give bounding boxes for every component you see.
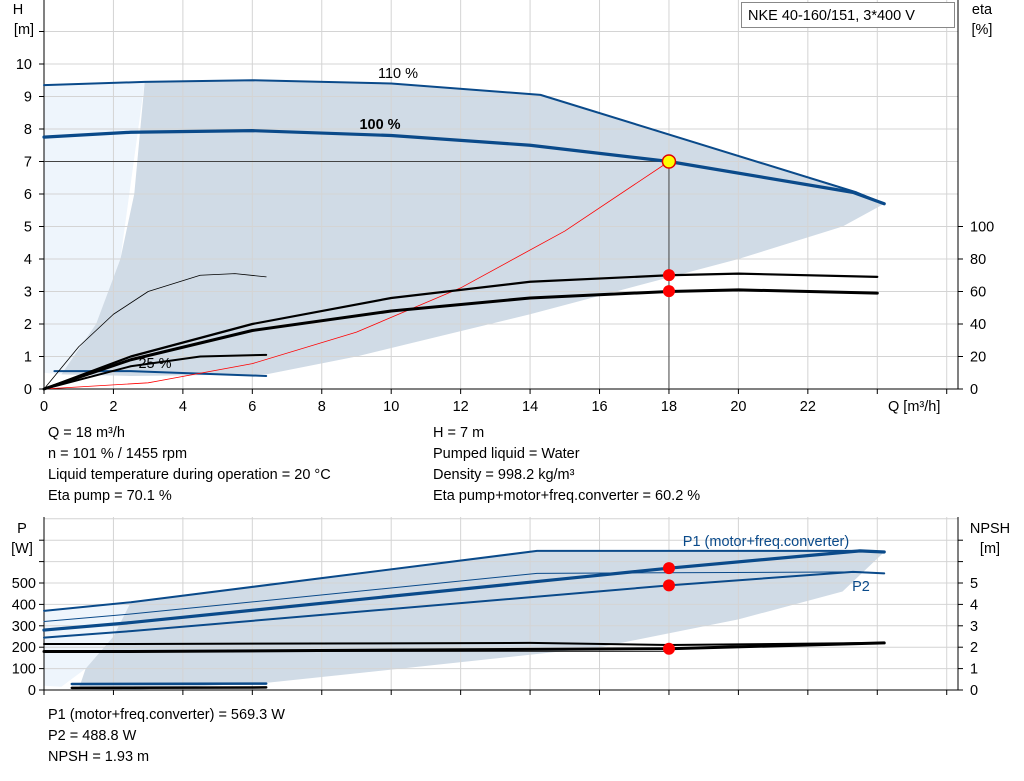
y-tick-label-5: 5 [24,220,32,236]
info-top-right: H = 7 m Pumped liquid = Water Density = … [433,423,700,507]
info-h: H = 7 m [433,425,485,441]
y-axis-label: H [13,2,23,18]
info-npsh: NPSH = 1.93 m [48,749,150,765]
info-q: Q = 18 m³/h [48,425,125,441]
info-speed: n = 101 % / 1455 rpm [48,446,188,462]
eta-tick-label-80: 80 [970,252,986,268]
power-marker-0 [662,562,675,575]
y-tick-label-10: 10 [16,57,32,73]
npsh-tick-label-2: 2 [970,640,978,656]
p-tick-label-500: 500 [12,576,36,592]
eta-axis-unit: [%] [972,22,993,38]
eta-marker-1 [662,285,675,298]
label-p1: P1 (motor+freq.converter) [683,534,849,550]
npsh-tick-label-0: 0 [970,683,978,699]
y-tick-label-4: 4 [24,252,32,268]
info-liquid-temp: Liquid temperature during operation = 20… [48,467,331,483]
p-tick-label-300: 300 [12,619,36,635]
y-tick-label-1: 1 [24,350,32,366]
label-p2: P2 [852,579,870,595]
x-axis-label: Q [m³/h] [888,399,940,415]
curve-100-percent [42,129,886,206]
operating-range [61,80,885,376]
info-p2: P2 = 488.8 W [48,728,137,744]
operating-range-light [44,81,145,375]
eta-pump-curve [42,272,879,391]
npsh-axis-label: NPSH [970,521,1010,537]
npsh-max-curve [43,641,886,647]
x-tick-label-8: 8 [318,399,326,415]
info-p1: P1 (motor+freq.converter) = 569.3 W [48,707,285,723]
info-eta-total: Eta pump+motor+freq.converter = 60.2 % [433,488,701,504]
p-axis-label: P [17,521,27,537]
y-axis-unit: [m] [14,22,34,38]
curve-25-percent [53,370,268,377]
p-tick-label-400: 400 [12,597,36,613]
x-tick-label-16: 16 [591,399,607,415]
y-tick-label-8: 8 [24,122,32,138]
eta-tick-label-40: 40 [970,317,986,333]
eta-tick-label-60: 60 [970,285,986,301]
eta-curve-min [43,273,267,390]
y-tick-label-6: 6 [24,187,32,203]
info-density: Density = 998.2 kg/m³ [433,467,575,483]
x-tick-label-2: 2 [109,399,117,415]
info-bottom: P1 (motor+freq.converter) = 569.3 W P2 =… [48,705,285,768]
eta-total-curve [42,288,879,391]
x-tick-label-6: 6 [248,399,256,415]
npsh-tick-label-5: 5 [970,576,978,592]
p-axis-unit: [W] [11,541,33,557]
x-tick-label-14: 14 [522,399,538,415]
npsh-tick-label-1: 1 [970,662,978,678]
x-tick-label-12: 12 [453,399,469,415]
npsh-axis-unit: [m] [980,541,1000,557]
npsh-tick-label-3: 3 [970,619,978,635]
y-tick-label-2: 2 [24,317,32,333]
npsh-tick-label-4: 4 [970,597,978,613]
power-range [78,550,885,690]
chart-title: NKE 40-160/151, 3*400 V [741,2,955,28]
info-liquid: Pumped liquid = Water [433,446,580,462]
duty-point [661,154,677,169]
label-25-percent: 25 % [138,356,171,372]
x-tick-label-0: 0 [40,399,48,415]
system-curve [43,161,670,390]
y-tick-label-9: 9 [24,90,32,106]
eta-marker-0 [662,269,675,282]
eta-tick-label-20: 20 [970,350,986,366]
y-tick-label-7: 7 [24,155,32,171]
eta-tick-label-0: 0 [970,382,978,398]
info-eta-pump: Eta pump = 70.1 % [48,488,172,504]
x-tick-label-10: 10 [383,399,399,415]
y-tick-label-0: 0 [24,382,32,398]
x-tick-label-4: 4 [179,399,187,415]
x-tick-label-22: 22 [800,399,816,415]
x-tick-label-18: 18 [661,399,677,415]
eta-curve-25 [43,353,268,390]
power-marker-1 [662,579,675,592]
p-tick-label-100: 100 [12,662,36,678]
p-tick-label-0: 0 [28,683,36,699]
y-tick-label-3: 3 [24,285,32,301]
label-110-percent: 110 % [378,66,418,82]
label-100-percent: 100 % [359,117,400,133]
power-marker-2 [662,642,675,655]
p-tick-label-200: 200 [12,640,36,656]
eta-tick-label-100: 100 [970,220,994,236]
info-top-left: Q = 18 m³/h n = 101 % / 1455 rpm Liquid … [48,423,331,507]
x-tick-label-20: 20 [730,399,746,415]
eta-axis-label: eta [972,2,993,18]
npsh-curve [42,641,886,653]
